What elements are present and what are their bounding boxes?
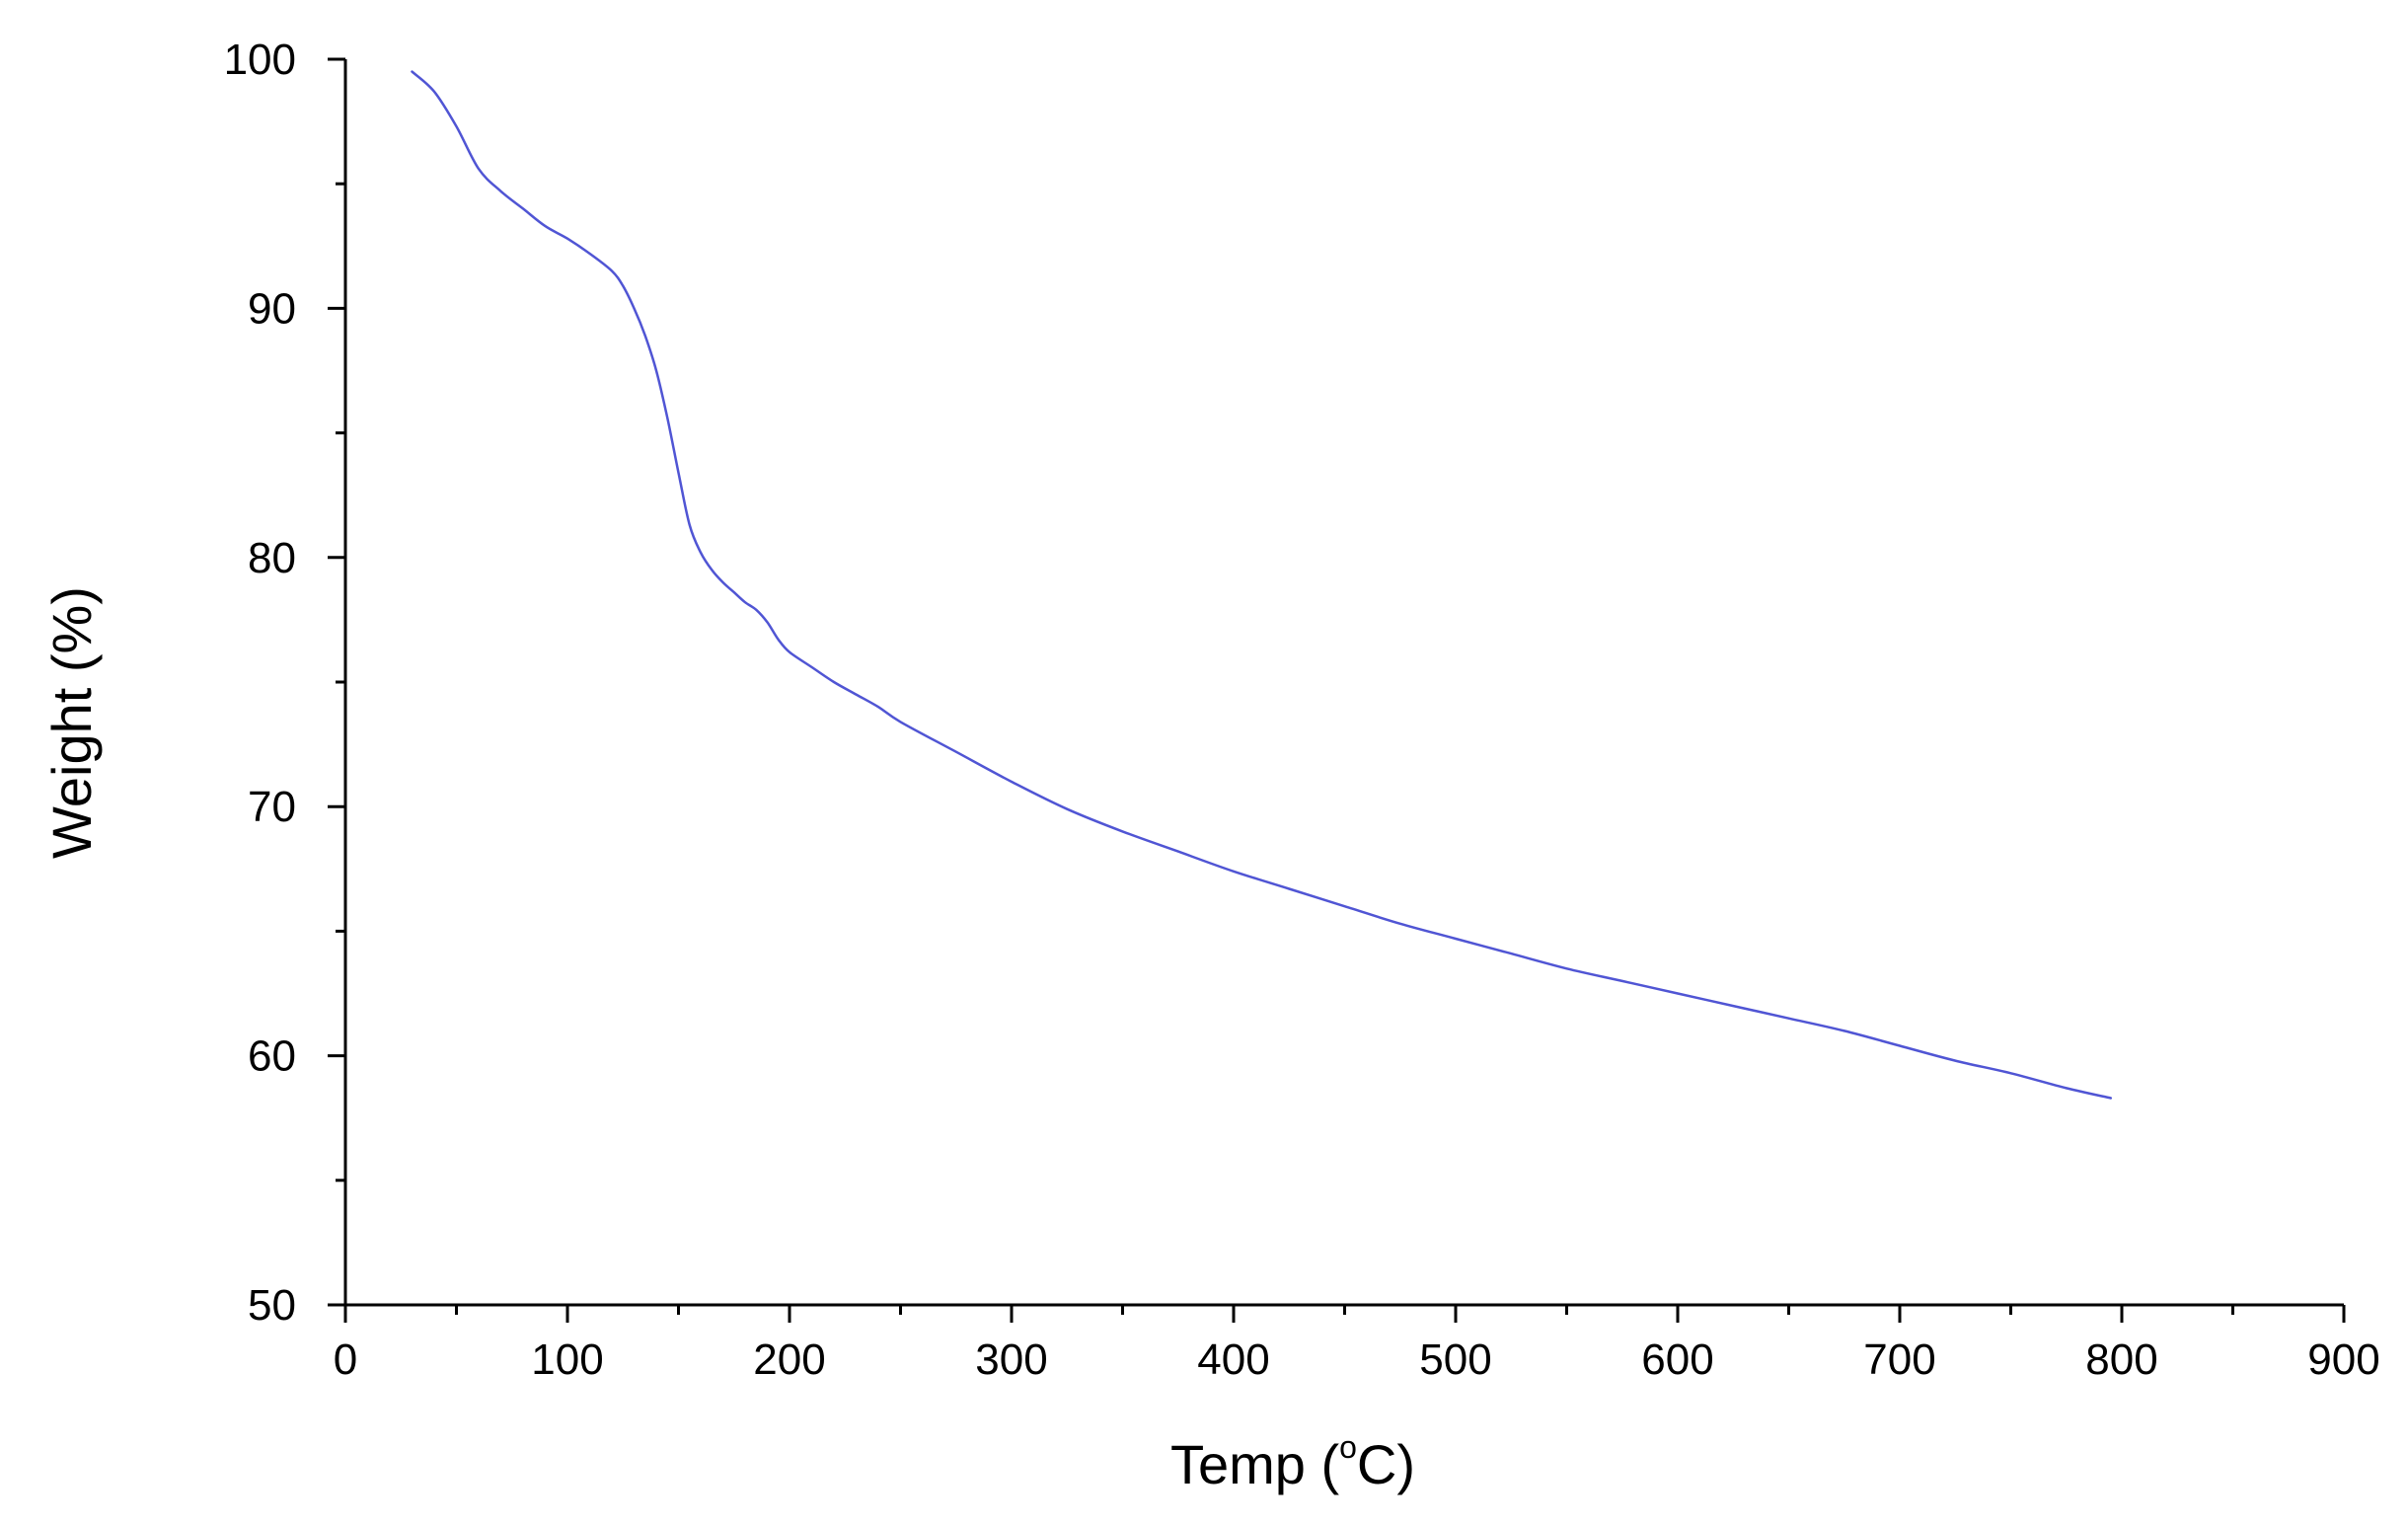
x-axis-label-suffix: C) — [1357, 1433, 1415, 1495]
x-tick-label: 200 — [753, 1335, 825, 1384]
plot-area: 0 100 200 300 400 500 600 700 800 900 50 60 70 80 90 10… — [224, 36, 2380, 1384]
y-tick-label: 90 — [248, 284, 296, 333]
y-tick-label: 100 — [224, 36, 296, 84]
x-tick-label: 100 — [531, 1335, 603, 1384]
y-axis-label: Weight (%) — [40, 586, 103, 859]
x-tick-label: 700 — [1863, 1335, 1935, 1384]
x-axis-label-degree: o — [1339, 1429, 1357, 1465]
x-tick-label: 400 — [1197, 1335, 1269, 1384]
x-tick-label: 0 — [334, 1335, 357, 1384]
x-axis-label-prefix: Temp ( — [1170, 1433, 1339, 1495]
y-tick-label: 50 — [248, 1281, 296, 1330]
series-line — [411, 70, 2113, 1100]
x-axis-label: Temp (oC) — [1170, 1429, 1415, 1495]
x-tick-label: 900 — [2307, 1335, 2379, 1384]
x-tick-label: 300 — [975, 1335, 1047, 1384]
y-tick-label: 80 — [248, 534, 296, 582]
x-tick-label: 500 — [1419, 1335, 1491, 1384]
y-tick-label: 60 — [248, 1032, 296, 1081]
x-tick-label: 600 — [1641, 1335, 1713, 1384]
y-tick-label: 70 — [248, 783, 296, 831]
x-tick-label: 800 — [2085, 1335, 2157, 1384]
